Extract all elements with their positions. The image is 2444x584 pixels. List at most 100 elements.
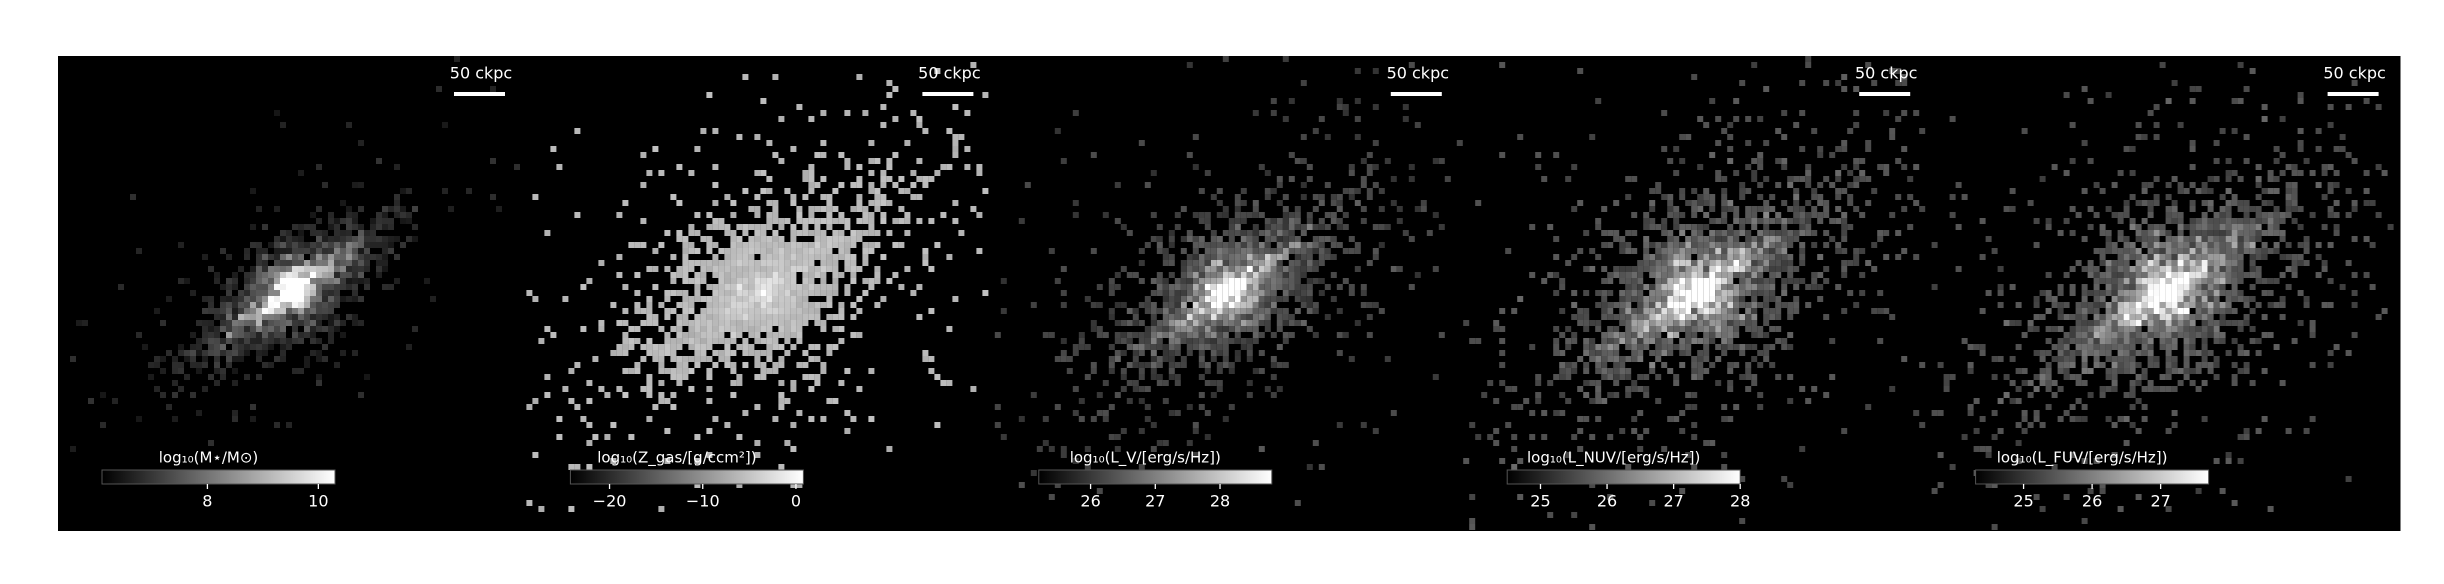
pixel [778, 296, 785, 302]
pixel [1306, 284, 1313, 290]
pixel [1258, 446, 1265, 452]
pixel [1631, 296, 1638, 302]
pixel [1607, 314, 1614, 320]
pixel [802, 350, 809, 356]
pixel [1252, 314, 1259, 320]
pixel [1517, 296, 1524, 302]
scale-bar-label: 50 ckpc [918, 64, 980, 83]
pixel [1769, 194, 1776, 200]
pixel [2273, 206, 2280, 212]
pixel [1865, 200, 1872, 206]
pixel [1751, 320, 1758, 326]
pixel [1643, 284, 1650, 290]
pixel [334, 284, 340, 290]
pixel [1835, 284, 1842, 290]
pixel [784, 242, 791, 248]
pixel [718, 338, 725, 344]
pixel [1156, 242, 1163, 248]
pixel [574, 362, 581, 368]
pixel [256, 350, 262, 356]
pixel [214, 344, 220, 350]
pixel [2201, 326, 2208, 332]
pixel [304, 284, 310, 290]
pixel [1841, 230, 1848, 236]
pixel [1751, 206, 1758, 212]
pixel [826, 218, 833, 224]
pixel [1336, 350, 1343, 356]
pixel [1282, 308, 1289, 314]
pixel [1234, 332, 1241, 338]
pixel [1667, 230, 1674, 236]
pixel [1931, 410, 1938, 416]
pixel [868, 416, 875, 422]
pixel [1192, 260, 1199, 266]
pixel [772, 302, 779, 308]
pixel [808, 182, 815, 188]
pixel [2207, 350, 2214, 356]
pixel [2147, 236, 2154, 242]
pixel [808, 230, 815, 236]
pixel [1300, 284, 1307, 290]
pixel [2165, 314, 2172, 320]
pixel [2285, 212, 2292, 218]
pixel [112, 398, 118, 404]
pixel [1018, 416, 1025, 422]
pixel [1727, 230, 1734, 236]
pixel [1595, 254, 1602, 260]
pixel [2093, 302, 2100, 308]
pixel [1739, 80, 1746, 86]
pixel [1613, 356, 1620, 362]
pixel [1685, 260, 1692, 266]
pixel [1787, 302, 1794, 308]
pixel [1228, 320, 1235, 326]
pixel [1637, 386, 1644, 392]
pixel [1204, 266, 1211, 272]
pixel [328, 308, 334, 314]
pixel [412, 224, 418, 230]
pixel [1805, 212, 1812, 218]
pixel [2171, 356, 2178, 362]
pixel [778, 116, 785, 122]
pixel [1763, 302, 1770, 308]
colorbar [1506, 469, 1741, 485]
pixel [1426, 230, 1433, 236]
pixel [2267, 200, 2274, 206]
pixel [724, 260, 731, 266]
pixel [1679, 188, 1686, 194]
pixel [2165, 266, 2172, 272]
pixel [1264, 194, 1271, 200]
pixel [1883, 164, 1890, 170]
pixel [1673, 296, 1680, 302]
pixel [2303, 242, 2310, 248]
pixel [2219, 254, 2226, 260]
pixel [1246, 278, 1253, 284]
pixel [1613, 314, 1620, 320]
pixel [1739, 272, 1746, 278]
pixel [2129, 386, 2136, 392]
pixel [1216, 362, 1223, 368]
pixel [1222, 260, 1229, 266]
pixel [766, 254, 773, 260]
pixel [1120, 338, 1127, 344]
pixel [352, 248, 358, 254]
pixel [2207, 332, 2214, 338]
pixel [814, 356, 821, 362]
pixel [1192, 290, 1199, 296]
pixel [1649, 332, 1656, 338]
pixel [754, 212, 761, 218]
pixel [268, 254, 274, 260]
pixel [2093, 314, 2100, 320]
pixel [2231, 338, 2238, 344]
pixel [730, 260, 737, 266]
pixel [1252, 260, 1259, 266]
pixel [1805, 218, 1812, 224]
pixel [1643, 392, 1650, 398]
pixel [772, 314, 779, 320]
pixel [1733, 248, 1740, 254]
pixel [1919, 362, 1926, 368]
pixel [2153, 122, 2160, 128]
pixel [1661, 248, 1668, 254]
pixel [1234, 212, 1241, 218]
pixel [1276, 362, 1283, 368]
pixel [826, 290, 833, 296]
